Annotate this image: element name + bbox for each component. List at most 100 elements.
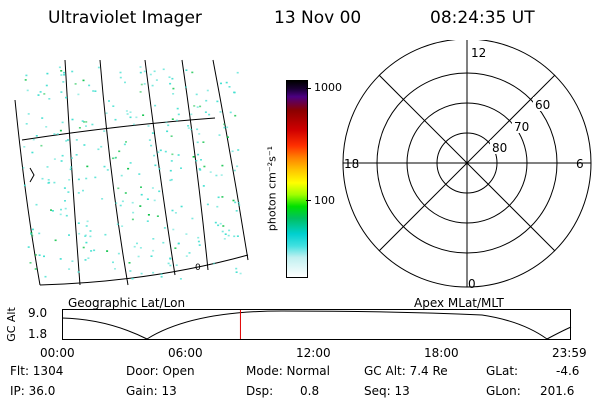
aurora-speck	[184, 86, 187, 88]
aurora-speck	[155, 79, 158, 81]
colorbar-tick	[306, 88, 311, 89]
aurora-speck	[121, 200, 124, 203]
aurora-speck	[166, 130, 169, 133]
map-longitude-line	[212, 59, 249, 261]
map-longitude-line	[144, 59, 176, 276]
aurora-speck	[140, 186, 142, 188]
glon-label: GLon:	[486, 384, 521, 398]
altitude-ytick-high: 9.0	[28, 306, 48, 320]
aurora-speck	[223, 123, 226, 126]
aurora-speck	[60, 208, 62, 211]
map-marker-label: 0	[195, 263, 201, 273]
aurora-speck	[22, 167, 25, 169]
aurora-speck	[152, 271, 155, 274]
glon-value: 201.6	[540, 384, 575, 398]
aurora-speck	[229, 111, 232, 114]
time-label: 08:24:35 UT	[430, 8, 535, 28]
colorbar-tick-100: 100	[314, 194, 335, 207]
aurora-speck	[71, 70, 74, 73]
aurora-speck	[175, 264, 178, 266]
aurora-speck	[195, 93, 198, 96]
aurora-speck	[50, 209, 52, 211]
aurora-speck	[226, 126, 229, 129]
aurora-speck	[23, 146, 26, 148]
aurora-speck	[142, 114, 145, 116]
aurora-speck	[94, 90, 97, 92]
aurora-speck	[29, 262, 32, 264]
aurora-speck	[148, 139, 151, 141]
time-tick-0000: 00:00	[40, 346, 75, 360]
aurora-speck	[87, 257, 90, 259]
aurora-speck	[165, 121, 168, 124]
aurora-speck	[124, 192, 127, 194]
aurora-speck	[131, 201, 134, 204]
aurora-speck	[199, 169, 202, 171]
altitude-plot-frame	[62, 309, 571, 340]
aurora-speck	[135, 116, 138, 119]
aurora-speck	[83, 144, 86, 146]
aurora-speck	[64, 200, 66, 202]
aurora-speck	[32, 138, 35, 141]
aurora-speck	[223, 126, 226, 129]
colorbar	[286, 80, 308, 278]
aurora-speck	[89, 230, 92, 232]
aurora-speck	[219, 222, 222, 225]
aurora-speck	[180, 167, 182, 169]
aurora-speck	[85, 241, 88, 244]
aurora-speck	[174, 247, 177, 249]
aurora-speck	[139, 66, 142, 68]
aurora-speck	[129, 162, 132, 164]
aurora-speck	[159, 149, 162, 152]
aurora-speck	[127, 167, 130, 170]
aurora-speck	[188, 252, 191, 254]
aurora-speck	[228, 229, 231, 232]
aurora-speck	[171, 209, 174, 212]
aurora-speck	[196, 106, 199, 108]
aurora-speck	[202, 141, 205, 143]
aurora-speck	[146, 220, 149, 222]
aurora-speck	[236, 235, 239, 237]
aurora-speck	[199, 105, 202, 108]
aurora-speck	[138, 173, 141, 175]
ip-value: IP: 36.0	[10, 384, 56, 398]
aurora-speck-layer	[22, 66, 242, 280]
aurora-speck	[198, 244, 201, 246]
aurora-speck	[187, 125, 190, 127]
aurora-speck	[216, 100, 219, 103]
aurora-speck	[68, 234, 70, 236]
aurora-speck	[84, 259, 87, 261]
aurora-speck	[46, 72, 49, 75]
aurora-speck	[56, 133, 59, 135]
aurora-speck	[160, 273, 163, 276]
aurora-speck	[209, 171, 212, 173]
time-tick-1200: 12:00	[296, 346, 331, 360]
aurora-speck	[140, 83, 143, 86]
aurora-speck	[153, 199, 156, 202]
aurora-speck	[160, 276, 163, 278]
aurora-speck	[156, 215, 159, 217]
aurora-speck	[47, 179, 50, 181]
aurora-speck	[190, 128, 192, 131]
aurora-speck	[153, 154, 156, 157]
mlt-label-left: 18	[344, 157, 359, 171]
aurora-speck	[162, 68, 165, 71]
aurora-speck	[139, 247, 142, 249]
aurora-speck	[221, 230, 224, 233]
aurora-speck	[121, 225, 124, 227]
aurora-speck	[77, 178, 80, 181]
aurora-speck	[59, 213, 62, 216]
mlt-label-right: 6	[576, 157, 584, 171]
aurora-speck	[115, 156, 117, 159]
aurora-speck	[31, 151, 34, 154]
aurora-speck	[164, 150, 167, 153]
aurora-speck	[131, 277, 134, 280]
gain-value: Gain: 13	[126, 384, 177, 398]
aurora-speck	[119, 204, 122, 207]
aurora-speck	[78, 232, 81, 235]
aurora-speck	[206, 89, 209, 92]
aurora-speck	[236, 165, 239, 168]
aurora-speck	[217, 196, 220, 199]
aurora-speck	[132, 211, 135, 214]
aurora-speck	[205, 99, 208, 102]
aurora-speck	[238, 204, 241, 206]
